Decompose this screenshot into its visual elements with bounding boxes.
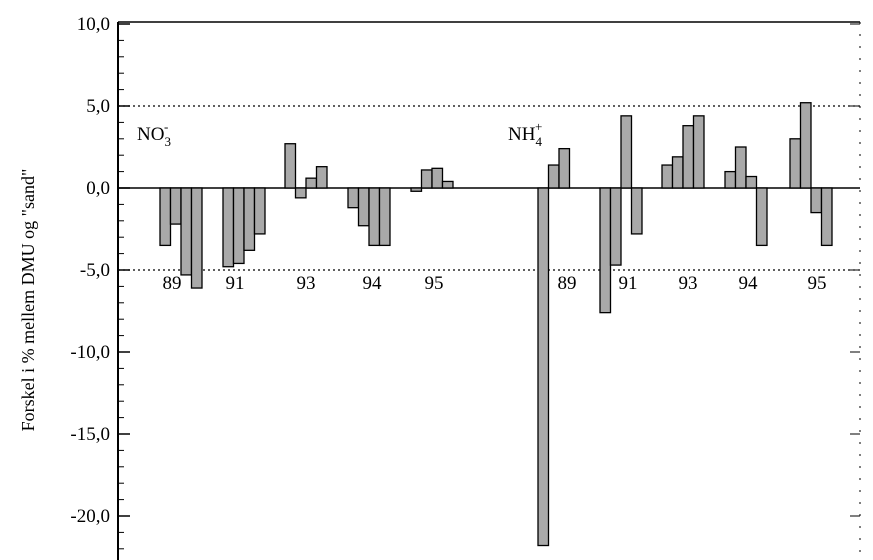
y-tick-label: 5,0	[86, 96, 110, 117]
ion-label: NH4+	[508, 119, 542, 149]
y-tick-label: -5,0	[80, 260, 110, 281]
bar	[169, 187, 182, 225]
group-year-label: 95	[808, 273, 827, 294]
bar	[232, 187, 245, 265]
bar	[222, 187, 235, 268]
y-axis-title: Forskel i % mellem DMU og "sand"	[18, 169, 38, 432]
bars	[159, 102, 833, 547]
bar	[620, 115, 633, 189]
bar	[159, 187, 172, 247]
bar	[734, 146, 747, 189]
group-year-label: 89	[163, 273, 182, 294]
bar	[745, 175, 758, 189]
bar	[692, 115, 705, 189]
bar	[357, 187, 370, 227]
ion-label: NO3-	[137, 119, 171, 149]
bar	[253, 187, 266, 235]
group-year-label: 94	[363, 273, 383, 294]
bar	[537, 187, 550, 547]
group-year-label: 93	[679, 273, 698, 294]
bar	[243, 187, 256, 251]
bar	[190, 187, 203, 289]
bar	[671, 156, 684, 189]
bar	[180, 187, 193, 276]
bar	[431, 167, 444, 189]
bar	[820, 187, 833, 247]
bar	[305, 177, 318, 189]
bar	[378, 187, 391, 247]
group-labels: 89 91 93 94 95 89 91 93 94 95	[163, 273, 827, 294]
y-tick-label: -20,0	[70, 506, 110, 527]
bar	[630, 187, 643, 235]
group-year-label: 91	[619, 273, 638, 294]
bar	[368, 187, 381, 247]
group-year-label: 94	[739, 273, 759, 294]
bar	[315, 166, 328, 189]
bar	[755, 187, 768, 247]
y-tick-label: 10,0	[77, 14, 110, 35]
group-year-label: 89	[558, 273, 577, 294]
y-tick-label: -10,0	[70, 342, 110, 363]
bar	[347, 187, 360, 209]
bar	[284, 143, 297, 189]
bar	[558, 147, 571, 189]
group-year-label: 95	[425, 273, 444, 294]
y-ticks: 10,0 5,0 0,0 -5,0 -10,0 -15,0 -20,0	[70, 14, 860, 550]
y-tick-label: -15,0	[70, 424, 110, 445]
bar	[547, 164, 560, 189]
bar	[599, 187, 612, 314]
bar	[789, 138, 802, 189]
y-tick-label: 0,0	[86, 178, 110, 199]
bar	[661, 164, 674, 189]
bar	[420, 169, 433, 189]
bar	[724, 170, 737, 189]
bar	[609, 187, 622, 266]
reference-lines	[118, 105, 860, 271]
bar	[441, 180, 454, 189]
group-year-label: 91	[226, 273, 245, 294]
bar	[799, 102, 812, 189]
bar	[810, 187, 823, 214]
ion-labels: NO3- NH4+	[137, 119, 542, 149]
group-year-label: 93	[297, 273, 316, 294]
bar	[294, 187, 307, 199]
bar	[410, 187, 423, 192]
bar	[682, 125, 695, 189]
